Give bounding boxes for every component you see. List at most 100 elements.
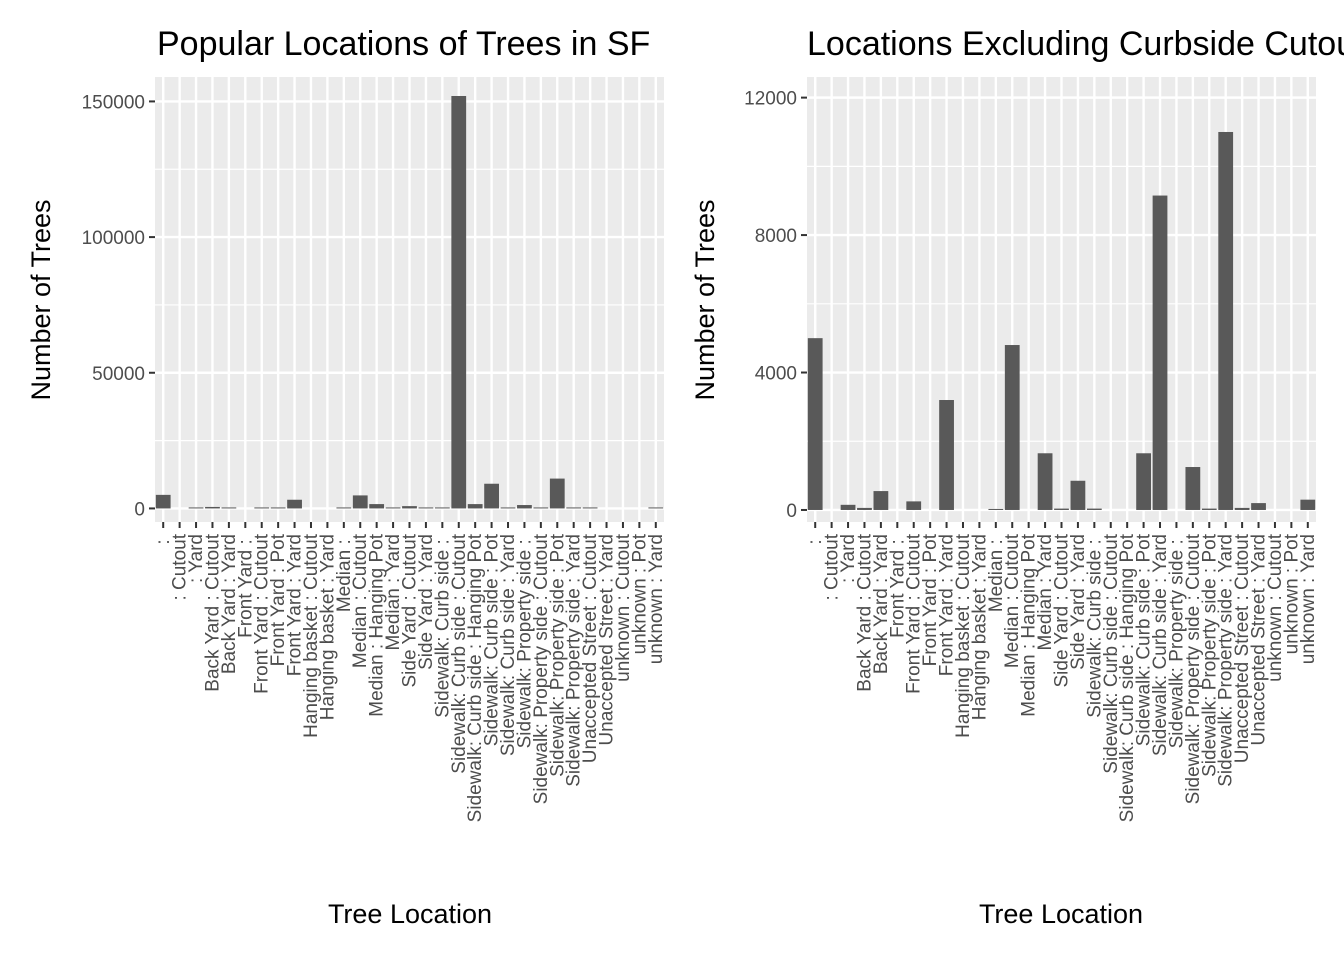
x-tick-label: Front Yard : Yard — [937, 534, 958, 676]
bar — [906, 501, 922, 510]
bar — [451, 95, 467, 509]
x-tick-label: Sidewalk: Property side : Pot — [1199, 533, 1220, 777]
x-tick-label: Side Yard : Yard — [1068, 534, 1089, 670]
x-tick-label: unknown : Yard — [646, 534, 667, 664]
bar — [336, 507, 352, 509]
chart-title: Locations Excluding Curbside Cutouts — [807, 25, 1344, 63]
x-tick-label: unknown : Yard — [1298, 534, 1319, 664]
x-tick-label: Sidewalk: Curb side : Yard — [498, 534, 519, 756]
x-tick-label: Front Yard : — [887, 534, 908, 638]
y-tick-label: 100000 — [82, 228, 145, 249]
x-tick-label: Side Yard : Cutout — [1052, 533, 1073, 687]
x-tick-label: unknown : Pot — [1281, 533, 1302, 654]
bar — [270, 507, 286, 509]
x-tick-label: Median : Yard — [1035, 534, 1056, 651]
x-tick-label: Sidewalk: Property side : — [1166, 534, 1187, 748]
x-tick-label: Side Yard : Yard — [416, 534, 437, 670]
x-tick-label: Hanging basket : Cutout — [953, 533, 974, 738]
bar — [254, 507, 270, 509]
x-tick-label: : Yard — [838, 534, 859, 588]
x-tick-label: : Cutout — [822, 533, 843, 606]
bar — [1218, 131, 1234, 510]
y-tick-label: 8000 — [755, 226, 797, 247]
y-tick-label: 0 — [134, 499, 145, 520]
bar — [484, 483, 499, 509]
bar — [1037, 453, 1053, 510]
bar — [1234, 507, 1250, 510]
bar — [1251, 503, 1266, 510]
x-axis-label: Tree Location — [979, 899, 1143, 929]
bar — [873, 491, 889, 510]
x-tick-label: Sidewalk: Curb side : Cutout — [1101, 533, 1122, 773]
x-tick-label: Median : — [334, 534, 355, 612]
bar — [1300, 499, 1316, 510]
x-tick-label: Sidewalk: Curb side : Cutout — [449, 533, 470, 773]
x-tick-label: Sidewalk: Curb side : — [1084, 534, 1105, 718]
x-tick-label: Sidewalk: Curb side : — [432, 534, 453, 718]
x-tick-label: Back Yard : Yard — [871, 534, 892, 674]
x-tick-label: Median : — [986, 534, 1007, 612]
bar — [467, 504, 483, 509]
bar — [807, 338, 823, 510]
x-tick-label: Sidewalk: Property side : Yard — [1216, 534, 1237, 787]
y-axis-label: Number of Trees — [690, 199, 720, 400]
x-tick-label: Median : Hanging Pot — [1019, 533, 1040, 716]
x-tick-label: Sidewalk: Property side : Yard — [564, 534, 585, 787]
bar — [939, 400, 954, 510]
x-tick-label: Front Yard : Pot — [268, 533, 289, 666]
x-tick-label: Hanging basket : Cutout — [301, 533, 322, 738]
x-tick-label: Median : Yard — [383, 534, 404, 651]
x-tick-label: unknown : Cutout — [1265, 533, 1286, 682]
x-tick-label: Front Yard : Cutout — [904, 533, 925, 694]
bar — [533, 507, 549, 509]
bar — [385, 507, 401, 509]
x-tick-label: unknown : Pot — [629, 533, 650, 654]
chart-title: Popular Locations of Trees in SF — [157, 25, 650, 63]
x-tick-label: Unaccepted Street : Cutout — [580, 533, 601, 763]
x-tick-label: Sidewalk: Curb side : Hanging Pot — [1117, 533, 1138, 822]
bar — [155, 494, 171, 509]
x-tick-label: Hanging basket : Yard — [317, 534, 338, 720]
x-tick-label: Median : Hanging Pot — [367, 533, 388, 716]
x-tick-label: Sidewalk: Curb side : Pot — [482, 533, 503, 746]
chart-left: Popular Locations of Trees in SF Number … — [26, 25, 667, 929]
bar — [1185, 467, 1201, 510]
x-tick-label: Front Yard : Yard — [285, 534, 306, 676]
x-tick-label: : Cutout — [170, 533, 191, 606]
chart-right: Locations Excluding Curbside Cutouts Num… — [690, 25, 1344, 929]
x-tick-label: Unaccepted Street : Yard — [597, 534, 618, 746]
x-tick-label: Sidewalk: Property side : — [514, 534, 535, 748]
bar — [1070, 480, 1086, 510]
bar — [418, 507, 434, 509]
x-tick-label: Median : Cutout — [350, 533, 371, 668]
bar — [582, 507, 598, 509]
bar — [1004, 345, 1020, 510]
bar — [352, 495, 368, 509]
x-tick-label: Back Yard : Cutout — [854, 533, 875, 691]
x-tick-label: : — [153, 534, 174, 550]
x-tick-label: Back Yard : Yard — [219, 534, 240, 674]
bar — [988, 508, 1004, 510]
bar — [840, 504, 856, 510]
bar — [1086, 508, 1102, 510]
y-tick-label: 4000 — [755, 364, 797, 385]
bar — [205, 506, 220, 509]
x-tick-label: Front Yard : Cutout — [252, 533, 273, 694]
y-tick-label: 150000 — [82, 92, 145, 113]
bar — [1152, 195, 1168, 510]
x-tick-label: Back Yard : Cutout — [202, 533, 223, 691]
x-tick-label: Sidewalk: Property side : Cutout — [1183, 533, 1204, 804]
bar — [188, 507, 204, 509]
bar — [369, 504, 385, 509]
bar — [221, 507, 237, 509]
x-tick-label: Median : Cutout — [1002, 533, 1023, 668]
bar — [1136, 453, 1151, 510]
bar — [857, 507, 872, 510]
x-tick-label: Unaccepted Street : Yard — [1249, 534, 1270, 746]
x-tick-label: Front Yard : Pot — [920, 533, 941, 666]
x-tick-label: Side Yard : Cutout — [400, 533, 421, 687]
bar — [500, 507, 516, 509]
x-tick-label: unknown : Cutout — [613, 533, 634, 682]
x-tick-label: : — [805, 534, 826, 550]
